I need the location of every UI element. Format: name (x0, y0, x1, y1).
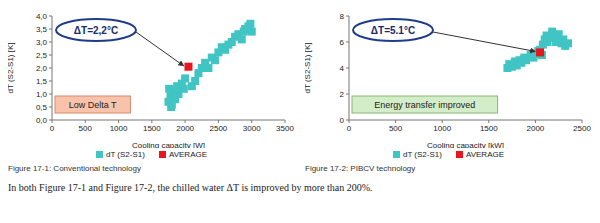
svg-text:2500: 2500 (210, 124, 228, 133)
svg-text:Energy transfer improved: Energy transfer improved (374, 100, 475, 110)
svg-text:1500: 1500 (480, 124, 498, 133)
svg-text:2: 2 (340, 90, 345, 99)
svg-text:1500: 1500 (143, 124, 161, 133)
html-text:AVERAGE: AVERAGE (465, 150, 504, 159)
svg-text:0,0: 0,0 (36, 116, 48, 125)
html-text:Figure 17-2: PIBCV technology: Figure 17-2: PIBCV technology (305, 164, 416, 173)
svg-text:ΔT=5.1°C: ΔT=5.1°C (371, 25, 415, 36)
svg-text:1,0: 1,0 (36, 90, 48, 99)
svg-text:3,5: 3,5 (36, 25, 48, 34)
svg-text:2000: 2000 (176, 124, 194, 133)
svg-text:1,5: 1,5 (36, 77, 48, 86)
html-text:AVERAGE: AVERAGE (168, 150, 207, 159)
svg-text:Cooling capacity [W]: Cooling capacity [W] (132, 141, 205, 148)
svg-text:dT (S2-S1) [K]: dT (S2-S1) [K] (8, 43, 15, 94)
svg-text:3000: 3000 (243, 124, 261, 133)
svg-text:500: 500 (79, 124, 93, 133)
svg-text:2500: 2500 (573, 124, 591, 133)
svg-text:ΔT=2,2°C: ΔT=2,2°C (74, 25, 118, 36)
html-text:In both Figure 17-1 and Figure: In both Figure 17-1 and Figure 17-2, the… (8, 182, 373, 193)
svg-text:500: 500 (389, 124, 403, 133)
svg-text:Low Delta T: Low Delta T (69, 100, 117, 110)
svg-text:0,5: 0,5 (36, 103, 48, 112)
svg-text:0: 0 (50, 124, 55, 133)
svg-text:2,0: 2,0 (36, 64, 48, 73)
svg-text:1000: 1000 (110, 124, 128, 133)
svg-text:dT (S2-S1) [K]: dT (S2-S1) [K] (305, 43, 312, 94)
svg-text:6: 6 (340, 38, 345, 47)
svg-text:8: 8 (340, 12, 345, 21)
html-text:dT (S2-S1): dT (S2-S1) (403, 150, 442, 159)
svg-text:1000: 1000 (433, 124, 451, 133)
svg-text:4: 4 (340, 64, 345, 73)
html-text:dT (S2-S1): dT (S2-S1) (106, 150, 145, 159)
svg-text:Cooling capacity [kW]: Cooling capacity [kW] (427, 141, 504, 148)
html-text:Figure 17-1: Conventional tech: Figure 17-1: Conventional technology (8, 164, 141, 173)
svg-text:2,5: 2,5 (36, 51, 48, 60)
svg-text:3500: 3500 (276, 124, 294, 133)
svg-text:0: 0 (340, 116, 345, 125)
svg-text:0: 0 (347, 124, 352, 133)
svg-text:3,0: 3,0 (36, 38, 48, 47)
svg-text:2000: 2000 (527, 124, 545, 133)
svg-text:4,0: 4,0 (36, 12, 48, 21)
